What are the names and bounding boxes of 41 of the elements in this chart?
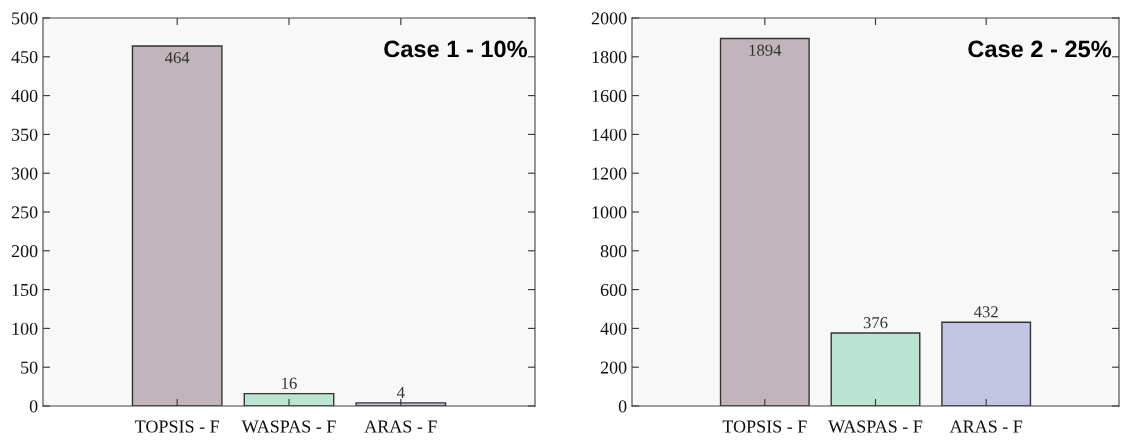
y-tick-label: 1000 [592,206,627,219]
y-tick-label: 250 [11,206,38,219]
y-tick-label: 350 [11,128,38,141]
data-label: 432 [974,306,998,318]
x-tick-label: WASPAS - F [828,420,923,433]
y-tick-label: 50 [21,361,38,374]
bar [941,321,1032,406]
text: Case 2 - 25% [968,40,1112,58]
y-tick-label: 1800 [592,51,627,64]
y-tick-label: 400 [600,322,627,335]
text: Case 1 - 10% [384,40,528,58]
y-tick-label: 450 [11,51,38,64]
y-tick-label: 500 [12,12,38,25]
y-tick-label: 200 [11,245,38,258]
data-label: 464 [165,52,190,64]
y-tick-label: 300 [11,167,38,180]
y-tick-label: 150 [12,283,38,297]
x-tick-label: TOPSIS - F [722,420,807,433]
y-tick-label: 1200 [592,167,627,180]
x-tick-label: ARAS - F [364,420,437,433]
bar [719,37,810,406]
y-tick-label: 800 [600,245,627,258]
y-tick-label: 2000 [591,12,627,25]
y-tick-label: 100 [12,322,38,335]
y-tick-label: 400 [11,89,38,103]
data-label: 4 [396,386,405,398]
y-tick-label: 1600 [592,89,627,103]
data-label: 376 [863,317,888,329]
bar [830,332,921,406]
bar [131,45,223,406]
y-tick-label: 200 [600,361,627,374]
y-tick-label: 0 [618,400,627,413]
x-tick-label: ARAS - F [949,420,1023,433]
x-tick-label: WASPAS - F [241,420,336,433]
data-label: 16 [282,377,297,389]
bar [243,392,335,406]
data-label: 1894 [749,44,782,56]
x-tick-label: TOPSIS - F [135,420,220,433]
y-tick-label: 600 [600,283,627,297]
y-tick-label: 1400 [592,128,627,141]
y-tick-label: 0 [29,400,38,413]
